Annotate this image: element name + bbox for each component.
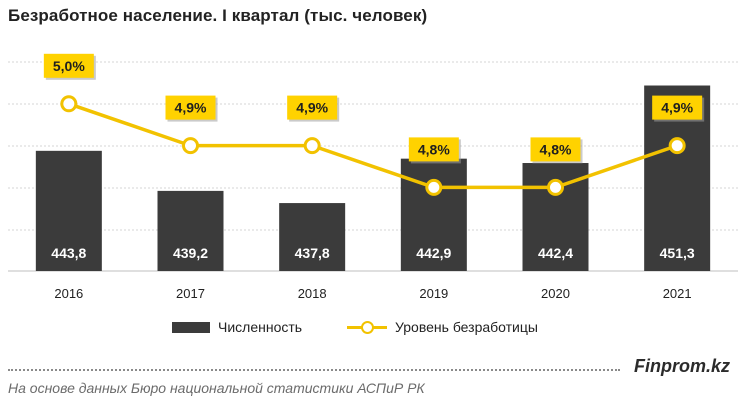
point-2018: [303, 137, 321, 155]
brand-logo-text[interactable]: Finprom.kz: [633, 356, 730, 376]
callout-box: [287, 95, 338, 120]
legend-label-bars: Численность: [218, 319, 303, 335]
bars: [35, 85, 711, 271]
legend-item-line: Уровень безработицы: [347, 319, 538, 335]
x-tick-2021: 2021: [663, 286, 692, 301]
footer-divider: [8, 369, 620, 371]
legend-swatch-line: [347, 321, 387, 334]
bar-label-2019: 442,9: [416, 245, 451, 261]
gridlines: [8, 61, 738, 272]
point-2016: [60, 95, 78, 113]
bar-2018: [279, 203, 346, 271]
x-tick-2018: 2018: [298, 286, 327, 301]
callout-label: 4,9%: [296, 100, 328, 116]
callout-label: 4,8%: [418, 141, 450, 157]
bar-label-2021: 451,3: [660, 245, 695, 261]
callout-box: [165, 95, 216, 120]
callout-2018: 4,9%: [287, 95, 340, 122]
callout-2021: 4,9%: [652, 95, 705, 122]
bar-value-labels: 443,8 439,2 437,8 442,9 442,4 451,3: [51, 245, 695, 261]
source-note: На основе данных Бюро национальной стати…: [8, 380, 425, 396]
x-axis-ticks: 2016 2017 2018 2019 2020 2021: [54, 286, 691, 301]
bar-2016: [35, 150, 102, 271]
bar-label-2017: 439,2: [173, 245, 208, 261]
callout-2016: 5,0%: [43, 53, 96, 80]
legend-item-bars: Численность: [172, 319, 302, 335]
x-tick-2019: 2019: [419, 286, 448, 301]
callout-label: 4,9%: [175, 100, 207, 116]
callout-2020: 4,8%: [530, 137, 583, 164]
x-tick-2016: 2016: [54, 286, 83, 301]
callout-label: 4,9%: [661, 100, 693, 116]
callout-2017: 4,9%: [165, 95, 218, 122]
callout-box: [530, 137, 581, 162]
point-2020: [547, 178, 564, 196]
chart-title: Безработное население. I квартал (тыс. ч…: [8, 6, 428, 25]
x-tick-2020: 2020: [541, 286, 570, 301]
bar-2019: [400, 158, 467, 271]
unemployment-polyline: [68, 102, 678, 190]
point-2017: [182, 137, 199, 155]
callout-2019: 4,8%: [408, 137, 461, 164]
unemployment-line: [68, 102, 678, 190]
callout-box: [43, 53, 94, 78]
chart-svg: 443,8 439,2 437,8 442,9 442,4 451,3 5,0% 4,9% 4…: [8, 53, 738, 301]
x-tick-2017: 2017: [176, 286, 205, 301]
callout-box: [408, 137, 459, 162]
bar-label-2018: 437,8: [295, 245, 330, 261]
point-2021: [668, 137, 686, 155]
callout-label: 4,8%: [540, 141, 572, 157]
legend: Численность Уровень безработицы: [0, 319, 740, 343]
legend-label-line: Уровень безработицы: [395, 319, 538, 335]
point-2019: [425, 178, 443, 196]
callout-label: 5,0%: [53, 58, 85, 74]
legend-swatch-bars: [172, 321, 210, 333]
unemployment-points: [60, 95, 686, 196]
callout-box: [652, 95, 703, 120]
bar-2017: [157, 190, 224, 271]
bar-label-2016: 443,8: [51, 245, 86, 261]
bar-label-2020: 442,4: [538, 245, 573, 261]
rate-callouts: 5,0% 4,9% 4,9% 4,8% 4,8% 4,9%: [43, 53, 705, 164]
